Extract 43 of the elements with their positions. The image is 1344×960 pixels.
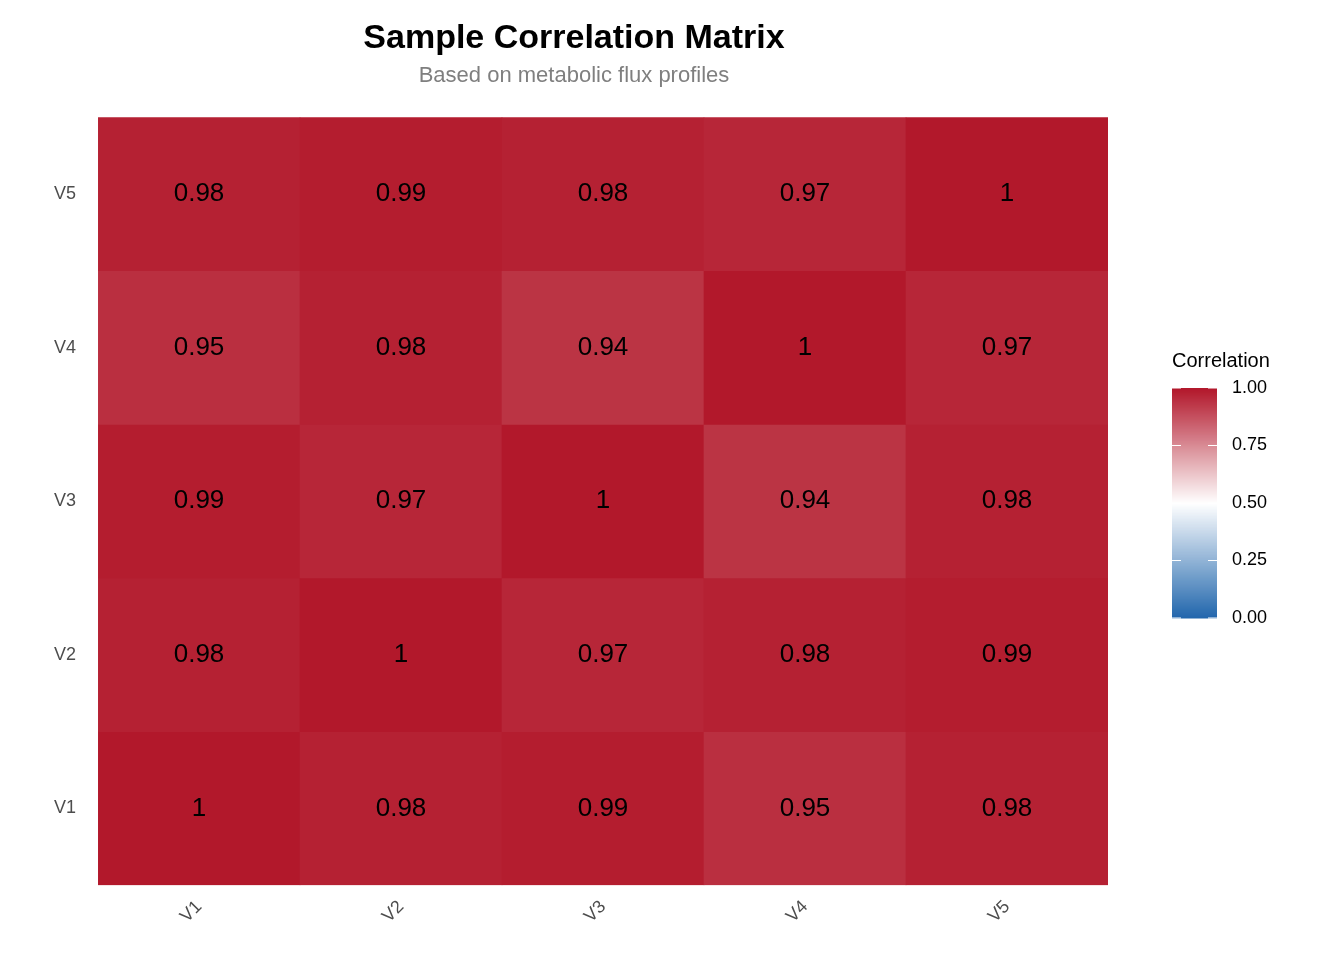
data-label: 0.98 [173, 637, 225, 668]
x-tick-label: V4 [781, 895, 812, 926]
data-label: 0.98 [981, 791, 1033, 822]
chart-title: Sample Correlation Matrix [363, 16, 785, 55]
data-label: 1 [595, 484, 611, 515]
data-label: 0.95 [173, 330, 225, 361]
data-label: 0.98 [375, 330, 427, 361]
y-tick-label: V4 [53, 336, 77, 357]
x-tick-label: V2 [377, 895, 408, 926]
y-tick-label: V2 [53, 643, 77, 664]
y-tick-label: V1 [53, 797, 77, 818]
data-label: 0.97 [779, 177, 831, 208]
data-label: 1 [797, 330, 813, 361]
color-bar-label: 0.75 [1232, 434, 1268, 455]
x-tick-label: V1 [175, 895, 206, 926]
data-label: 0.95 [779, 791, 831, 822]
data-label: 0.98 [981, 484, 1033, 515]
data-label: 0.94 [779, 484, 831, 515]
y-tick-label: V3 [53, 490, 77, 511]
x-tick-label: V3 [579, 895, 610, 926]
color-bar-label: 0.00 [1232, 606, 1268, 627]
data-label: 0.99 [173, 484, 225, 515]
data-label: 0.98 [173, 177, 225, 208]
data-label: 1 [191, 791, 207, 822]
data-label: 0.98 [577, 177, 629, 208]
y-tick-label: V5 [53, 182, 77, 203]
x-tick-label: V5 [983, 895, 1014, 926]
data-label: 1 [999, 177, 1015, 208]
color-bar-label: 0.25 [1232, 549, 1268, 570]
data-label: 0.98 [375, 791, 427, 822]
color-bar-label: 0.50 [1232, 491, 1268, 512]
data-label: 0.98 [779, 637, 831, 668]
data-label: 0.97 [577, 637, 629, 668]
data-label: 0.94 [577, 330, 629, 361]
legend-title: Correlation [1172, 348, 1270, 371]
data-label: 0.99 [981, 637, 1033, 668]
data-label: 0.99 [577, 791, 629, 822]
data-label: 0.97 [375, 484, 427, 515]
data-label: 1 [393, 637, 409, 668]
data-label: 0.97 [981, 330, 1033, 361]
chart-subtitle: Based on metabolic flux profiles [418, 62, 730, 88]
data-label: 0.99 [375, 177, 427, 208]
color-bar-label: 1.00 [1232, 376, 1268, 397]
